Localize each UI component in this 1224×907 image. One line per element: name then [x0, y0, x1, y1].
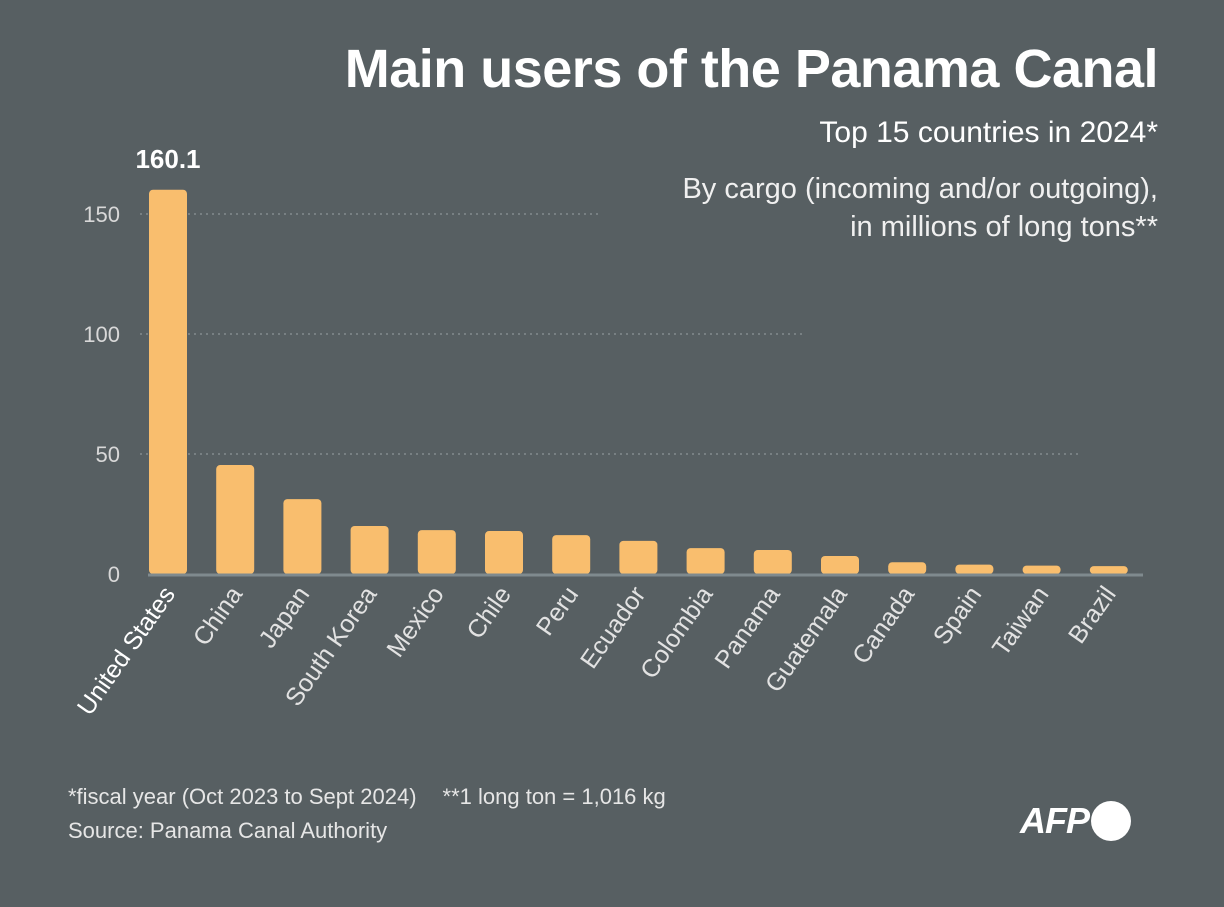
bar-panama	[753, 550, 792, 574]
logo-circle-icon	[1091, 801, 1131, 841]
bar-colombia	[686, 548, 725, 574]
y-tick-label: 100	[83, 322, 120, 347]
bar-mexico	[417, 530, 456, 574]
bar-united-states	[149, 189, 187, 574]
x-tick-label: United States	[72, 581, 181, 720]
x-tick-label: Japan	[253, 581, 315, 653]
y-tick-label: 0	[108, 562, 120, 587]
x-tick-label: Brazil	[1063, 581, 1122, 648]
chart-title: Main users of the Panama Canal	[344, 39, 1159, 99]
bar-guatemala	[821, 556, 859, 574]
footnotes: *fiscal year (Oct 2023 to Sept 2024) **1 …	[68, 780, 692, 848]
bar-china	[216, 465, 255, 574]
footnote-long-ton: **1 long ton = 1,016 kg	[442, 784, 666, 809]
x-tick-label: Canada	[847, 581, 920, 669]
bar-taiwan	[1022, 565, 1061, 574]
bar-canada	[888, 562, 927, 574]
source: Source: Panama Canal Authority	[68, 818, 388, 843]
y-tick-label: 50	[96, 442, 120, 467]
chart-subtitle: Top 15 countries in 2024*	[819, 116, 1158, 149]
data-label: 160.1	[135, 144, 200, 174]
bar-brazil	[1089, 566, 1128, 574]
chart-description: By cargo (incoming and/or outgoing), in …	[682, 170, 1158, 246]
x-tick-label: Chile	[461, 581, 517, 644]
bar-ecuador	[619, 540, 658, 574]
description-line: By cargo (incoming and/or outgoing),	[682, 173, 1158, 205]
footnote-fiscal-year: *fiscal year (Oct 2023 to Sept 2024)	[68, 784, 417, 809]
bar-peru	[552, 535, 591, 574]
logo-text: AFP	[1020, 800, 1090, 841]
bar-south-korea	[350, 526, 389, 574]
bar-spain	[955, 564, 994, 574]
x-tick-label: Peru	[531, 581, 584, 640]
y-tick-label: 150	[83, 202, 120, 227]
x-tick-label: Taiwan	[987, 581, 1055, 661]
description-line: in millions of long tons**	[850, 211, 1158, 243]
afp-logo: AFP	[1020, 800, 1131, 842]
bar-chile	[485, 531, 523, 574]
x-tick-label: Mexico	[381, 581, 449, 662]
x-tick-label: Spain	[928, 581, 988, 649]
bar-japan	[283, 499, 322, 574]
x-tick-label: China	[188, 581, 248, 651]
